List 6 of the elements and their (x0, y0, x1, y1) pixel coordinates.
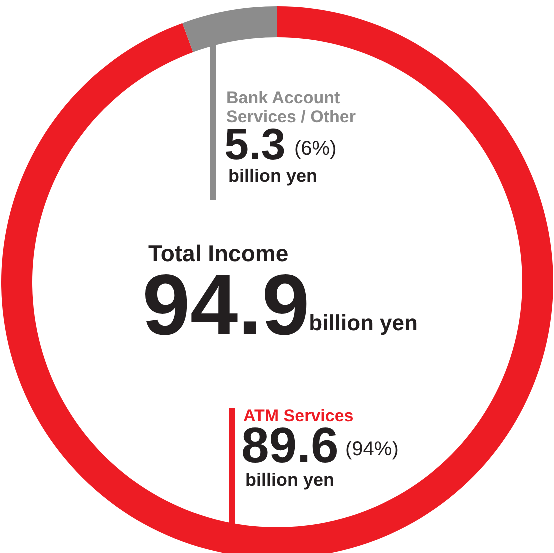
text: (6%) (294, 138, 337, 160)
text: billion yen (246, 470, 335, 490)
text: billion yen (309, 310, 418, 336)
slice-label: Bank Account Services / Other (226, 88, 356, 126)
text: (94%) (346, 438, 399, 460)
text: billion yen (228, 166, 318, 186)
